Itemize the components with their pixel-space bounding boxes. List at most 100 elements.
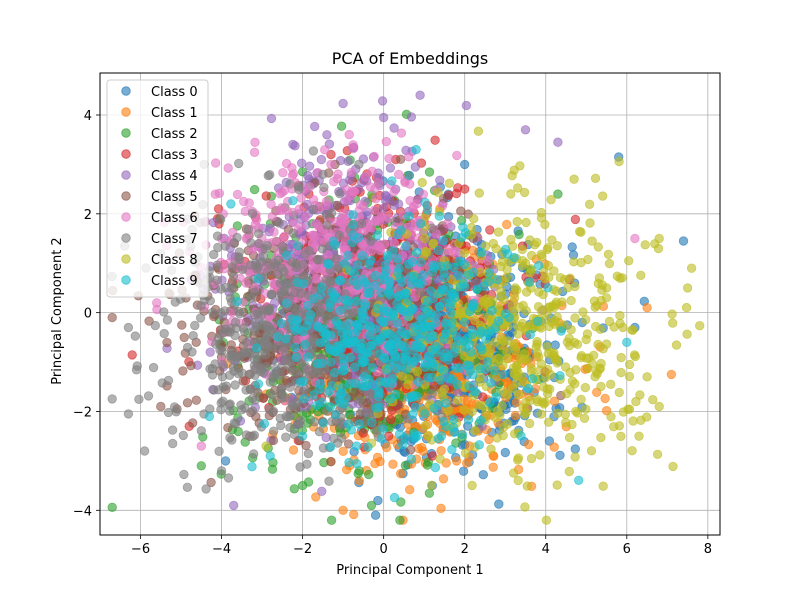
data-point bbox=[187, 418, 198, 428]
data-point bbox=[589, 350, 599, 361]
data-point bbox=[344, 309, 354, 320]
data-point bbox=[338, 446, 348, 457]
data-point bbox=[162, 315, 173, 325]
data-point bbox=[281, 432, 291, 442]
data-point bbox=[592, 369, 602, 379]
data-point bbox=[546, 194, 556, 205]
data-point bbox=[435, 454, 445, 464]
data-point bbox=[288, 228, 299, 239]
data-point bbox=[483, 256, 493, 266]
data-point bbox=[597, 285, 607, 295]
data-point bbox=[357, 250, 368, 261]
data-point bbox=[576, 227, 586, 237]
data-point bbox=[406, 279, 417, 289]
data-point bbox=[580, 382, 591, 393]
data-point bbox=[682, 329, 692, 339]
data-point bbox=[461, 100, 472, 111]
data-point bbox=[318, 418, 329, 428]
data-point bbox=[521, 408, 531, 418]
data-point bbox=[383, 252, 393, 263]
data-point bbox=[381, 191, 392, 202]
data-point bbox=[230, 380, 240, 390]
data-point bbox=[488, 296, 498, 306]
data-point bbox=[512, 216, 522, 227]
data-point bbox=[525, 330, 535, 340]
data-point bbox=[372, 230, 383, 240]
data-point bbox=[279, 267, 289, 277]
data-point bbox=[396, 468, 406, 479]
data-point bbox=[360, 172, 371, 182]
data-point bbox=[433, 187, 443, 198]
data-point bbox=[426, 286, 436, 296]
data-point bbox=[513, 183, 523, 193]
data-point bbox=[354, 159, 364, 170]
data-point bbox=[179, 332, 189, 343]
data-point bbox=[364, 330, 374, 341]
data-point bbox=[123, 409, 134, 419]
data-point bbox=[624, 371, 635, 382]
data-point bbox=[636, 270, 646, 281]
data-point bbox=[441, 329, 451, 339]
data-point bbox=[463, 270, 473, 280]
data-point bbox=[249, 147, 260, 158]
data-point bbox=[143, 391, 154, 401]
data-point bbox=[150, 320, 161, 331]
data-point bbox=[223, 423, 233, 433]
data-point bbox=[606, 379, 616, 390]
data-point bbox=[536, 306, 547, 316]
data-point bbox=[581, 404, 591, 414]
data-point bbox=[279, 185, 290, 196]
data-point bbox=[326, 457, 336, 467]
data-point bbox=[332, 216, 342, 227]
data-point bbox=[278, 276, 288, 286]
data-point bbox=[196, 461, 207, 471]
data-point bbox=[562, 389, 572, 399]
data-point bbox=[326, 149, 336, 160]
data-point bbox=[300, 339, 310, 350]
data-point bbox=[521, 287, 532, 297]
data-point bbox=[248, 449, 259, 459]
data-point bbox=[491, 392, 501, 402]
data-point bbox=[372, 452, 383, 463]
data-point bbox=[312, 254, 323, 265]
data-point bbox=[555, 273, 566, 283]
data-point bbox=[544, 417, 554, 427]
data-point bbox=[652, 449, 663, 460]
data-point bbox=[324, 259, 334, 270]
data-point bbox=[540, 273, 550, 284]
data-point bbox=[329, 290, 340, 300]
data-point bbox=[435, 175, 445, 186]
data-point bbox=[262, 320, 272, 330]
data-point bbox=[371, 334, 382, 345]
data-point bbox=[538, 289, 548, 300]
data-point bbox=[567, 242, 577, 252]
data-point bbox=[430, 135, 440, 145]
data-point bbox=[177, 320, 187, 330]
data-point bbox=[601, 293, 612, 303]
data-point bbox=[549, 266, 559, 276]
data-point bbox=[370, 324, 380, 334]
data-point bbox=[302, 321, 312, 331]
data-point bbox=[296, 193, 306, 203]
data-point bbox=[527, 374, 538, 384]
data-point bbox=[169, 402, 180, 412]
data-point bbox=[322, 220, 332, 230]
data-point bbox=[337, 433, 347, 443]
data-point bbox=[370, 510, 381, 520]
data-point bbox=[288, 195, 298, 206]
data-point bbox=[517, 318, 528, 329]
data-point bbox=[526, 453, 537, 464]
data-point bbox=[244, 198, 254, 208]
data-point bbox=[389, 200, 400, 211]
data-point bbox=[351, 441, 362, 451]
data-point bbox=[519, 349, 530, 359]
data-point bbox=[266, 290, 277, 300]
data-point bbox=[500, 447, 511, 458]
data-point bbox=[459, 248, 470, 258]
data-point bbox=[357, 406, 367, 416]
data-point bbox=[498, 430, 508, 441]
data-point bbox=[371, 194, 381, 204]
data-point bbox=[228, 500, 239, 511]
data-point bbox=[179, 469, 189, 480]
